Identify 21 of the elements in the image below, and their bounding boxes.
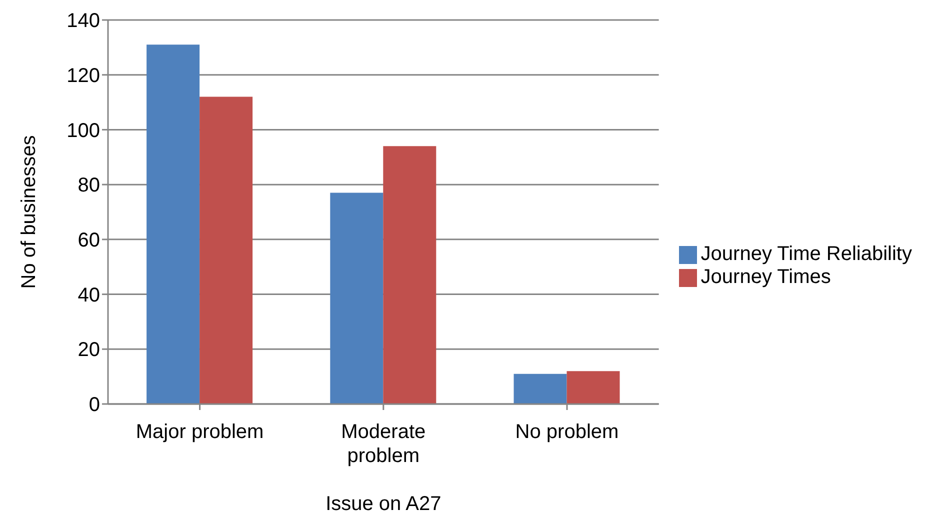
y-tick-label: 20 bbox=[78, 339, 100, 362]
legend-label: Journey Time Reliability bbox=[700, 243, 912, 265]
x-tick-label: Major problem bbox=[136, 421, 264, 443]
bar bbox=[330, 192, 384, 404]
bar bbox=[146, 44, 200, 404]
x-axis-title: Issue on A27 bbox=[326, 493, 442, 515]
bar bbox=[566, 371, 620, 404]
bar bbox=[383, 146, 436, 404]
x-tick-label: Moderate problem bbox=[341, 421, 426, 467]
bar bbox=[514, 374, 567, 404]
y-tick-label: 100 bbox=[66, 120, 100, 142]
y-tick-label: 60 bbox=[78, 230, 100, 252]
bar bbox=[200, 96, 253, 404]
y-tick-label: 140 bbox=[66, 10, 100, 32]
x-tick-label: No problem bbox=[515, 421, 619, 443]
y-tick-label: 120 bbox=[66, 64, 100, 87]
y-tick-label: 80 bbox=[78, 174, 100, 197]
y-axis-title: No of businesses bbox=[18, 135, 40, 289]
legend-label: Journey Times bbox=[700, 266, 831, 288]
y-tick-label: 40 bbox=[78, 284, 100, 306]
y-tick-label: 0 bbox=[88, 394, 100, 416]
